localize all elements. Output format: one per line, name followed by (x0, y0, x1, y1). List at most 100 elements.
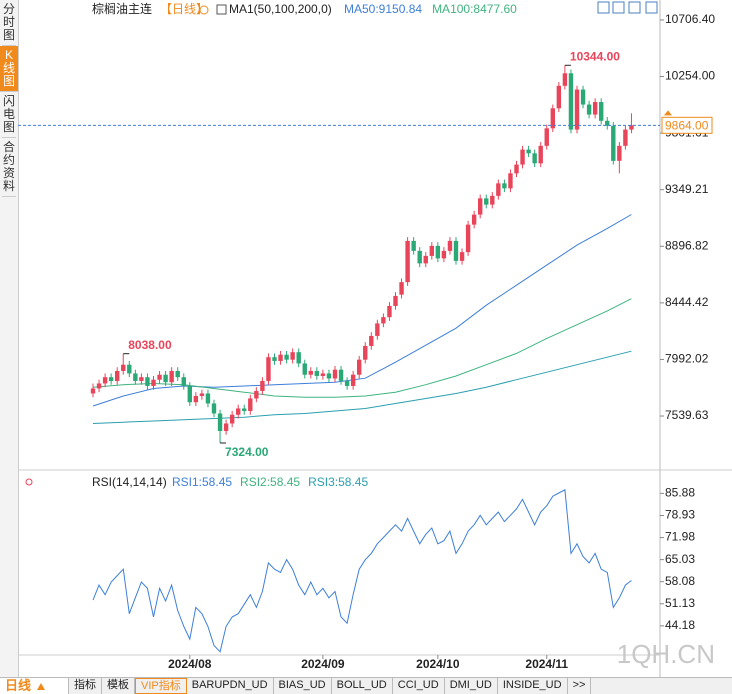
period-tab[interactable]: 日线 (0, 678, 69, 694)
side-tab[interactable]: 合约资料 (2, 138, 16, 197)
candle-body (175, 370, 180, 378)
y-tick-label: 7992.02 (665, 352, 709, 366)
ma-label: MA1(50,100,200,0) (229, 2, 332, 16)
tool-icon[interactable] (612, 1, 625, 14)
ma-line (92, 298, 632, 398)
candle-body (556, 85, 562, 109)
candle-body (102, 377, 108, 384)
candle-body (278, 354, 283, 361)
candle-body (145, 377, 150, 386)
candle-body (187, 385, 192, 403)
candle-body (435, 245, 441, 259)
candle-body (574, 89, 580, 130)
y-tick-label: 10254.00 (665, 69, 715, 83)
tab[interactable]: BIAS_UD (274, 678, 332, 694)
candle-body (471, 214, 477, 225)
candle-body (350, 374, 356, 386)
sidebar: 分时图 K线图 闪电图 合约资料 (0, 0, 19, 677)
candle-body (520, 149, 525, 165)
candle-body (532, 153, 537, 164)
candle-body (484, 198, 489, 205)
candle-body (357, 359, 362, 375)
tab[interactable]: DMI_UD (445, 678, 498, 694)
candle-body (599, 102, 604, 121)
candle-body (266, 357, 271, 381)
tab[interactable]: BARUPDN_UD (187, 678, 274, 694)
side-tab[interactable]: 分时图 (2, 0, 16, 46)
y-tick-label: 65.03 (665, 552, 695, 566)
candle-body (260, 380, 265, 391)
candle-body (496, 183, 501, 196)
tab[interactable]: >> (568, 678, 592, 694)
y-tick-label: 7539.63 (665, 408, 709, 422)
candle-body (453, 240, 459, 261)
candle-body (387, 305, 392, 318)
legend-entry: RSI2:58.45 (240, 475, 300, 489)
y-tick-label: 8896.82 (665, 238, 709, 252)
candle-body (544, 128, 549, 146)
candle-body (605, 120, 610, 126)
tab[interactable]: BOLL_UD (332, 678, 393, 694)
candle-body (115, 370, 120, 381)
candle-body (272, 357, 277, 361)
tool-icon[interactable] (628, 1, 641, 14)
tool-icon[interactable] (645, 1, 658, 14)
candle-body (411, 240, 416, 251)
candle-body (441, 250, 447, 259)
candle-body (254, 390, 259, 399)
candle-body (217, 413, 223, 431)
add-icon[interactable] (199, 5, 209, 15)
tool-icon[interactable] (597, 1, 610, 14)
candle-body (223, 423, 229, 431)
candle-body (296, 352, 301, 364)
candle-body (490, 195, 495, 205)
candle-body (568, 73, 574, 130)
candle-body (236, 408, 241, 415)
settings-icon[interactable] (25, 478, 33, 486)
candle-body (550, 108, 555, 129)
tab[interactable]: CCI_UD (393, 678, 445, 694)
candle-body (181, 377, 186, 386)
y-tick-label: 9349.21 (665, 182, 709, 196)
rsi-title: RSI(14,14,14) (92, 475, 167, 489)
ma-line (92, 350, 632, 424)
candle-body (121, 364, 126, 371)
tab-bar: 日线 指标 模板 VIP指标 BARUPDN_UD BIAS_UD BOLL_UD CCI_U… (0, 677, 732, 694)
candle-body (629, 125, 634, 130)
legend-entry: MA100:8477.60 (432, 2, 517, 16)
candle-body (308, 370, 313, 375)
candle-body (157, 374, 162, 380)
candle-body (242, 408, 247, 411)
candle-body (205, 393, 211, 404)
dropdown-icon[interactable] (37, 683, 46, 690)
tab[interactable]: 模板 (102, 678, 135, 694)
period: 【日线】 (160, 2, 208, 16)
candle-body (151, 379, 156, 386)
candle-body (405, 240, 410, 283)
chart: 棕榈油主连 【日线】 MA1(50,100,200,0) RSI(14,14,1… (18, 0, 732, 677)
tab[interactable]: 指标 (69, 678, 102, 694)
x-tick-label: 2024/11 (525, 657, 568, 671)
x-tick-label: 2024/09 (301, 657, 345, 671)
candle-body (393, 295, 398, 306)
rsi-line (92, 489, 632, 653)
candle-body (465, 224, 471, 253)
candle-body (423, 255, 428, 264)
candle-body (139, 377, 144, 381)
y-tick-label: 71.98 (665, 530, 695, 544)
side-tab[interactable]: K线图 (0, 46, 18, 92)
candle-body (108, 377, 114, 381)
legend-entry: RSI3:58.45 (308, 475, 368, 489)
candle-body (320, 373, 326, 376)
y-tick-label: 51.13 (665, 596, 695, 610)
candle-body (514, 164, 519, 174)
candle-body (538, 145, 543, 164)
candle-body (611, 125, 616, 161)
tab[interactable]: INSIDE_UD (498, 678, 568, 694)
candle-body (526, 149, 531, 154)
candle-body (478, 198, 483, 215)
side-tab[interactable]: 闪电图 (2, 92, 16, 138)
candle-body (290, 352, 295, 360)
ma-icon[interactable] (216, 4, 227, 15)
tab[interactable]: VIP指标 (135, 678, 187, 694)
